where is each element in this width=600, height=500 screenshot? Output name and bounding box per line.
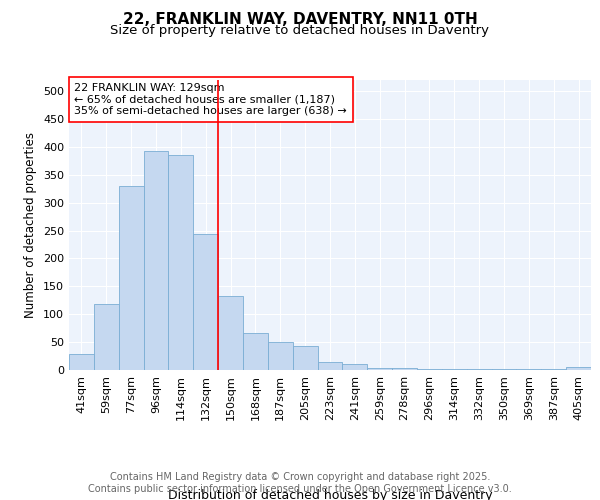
Bar [94, 304, 119, 370]
Bar [442, 369, 467, 370]
Bar [243, 332, 268, 370]
Text: 22 FRANKLIN WAY: 129sqm
← 65% of detached houses are smaller (1,187)
35% of semi: 22 FRANKLIN WAY: 129sqm ← 65% of detache… [74, 83, 347, 116]
Text: Size of property relative to detached houses in Daventry: Size of property relative to detached ho… [110, 24, 490, 37]
Bar [268, 342, 293, 370]
Bar [293, 346, 317, 370]
Y-axis label: Number of detached properties: Number of detached properties [25, 132, 37, 318]
Bar [343, 364, 367, 370]
Bar [317, 362, 343, 370]
Bar [218, 296, 243, 370]
Bar [119, 186, 143, 370]
Bar [193, 234, 218, 370]
X-axis label: Distribution of detached houses by size in Daventry: Distribution of detached houses by size … [167, 490, 493, 500]
Text: Contains HM Land Registry data © Crown copyright and database right 2025.
Contai: Contains HM Land Registry data © Crown c… [88, 472, 512, 494]
Bar [417, 369, 442, 370]
Bar [367, 368, 392, 370]
Bar [392, 368, 417, 370]
Bar [69, 354, 94, 370]
Text: 22, FRANKLIN WAY, DAVENTRY, NN11 0TH: 22, FRANKLIN WAY, DAVENTRY, NN11 0TH [122, 12, 478, 28]
Bar [143, 151, 169, 370]
Bar [169, 156, 193, 370]
Bar [566, 366, 591, 370]
